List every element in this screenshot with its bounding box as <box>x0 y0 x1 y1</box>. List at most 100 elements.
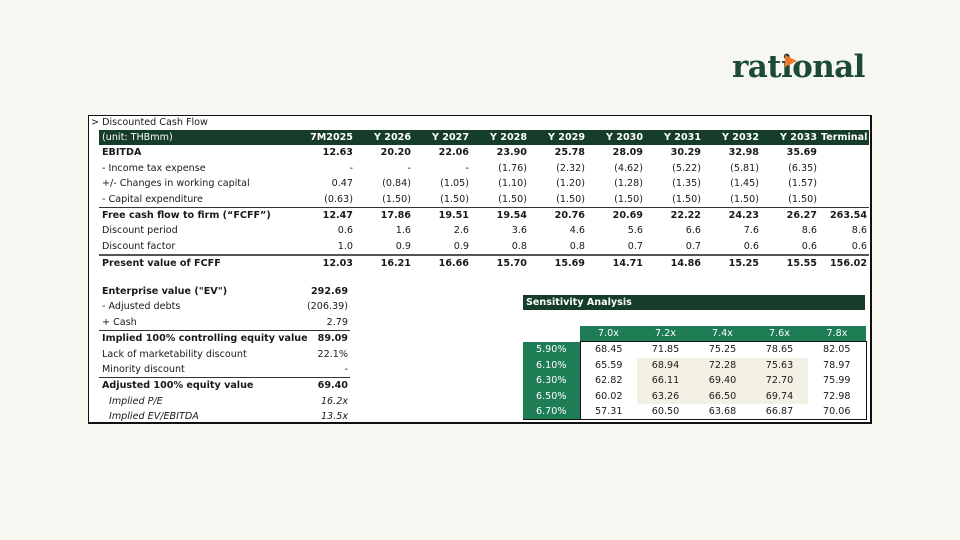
cell: 13.5x <box>320 411 348 423</box>
col-header: Terminal <box>819 130 869 146</box>
cell: - <box>349 162 353 174</box>
cell: 35.69 <box>786 147 817 159</box>
cell: 16.21 <box>355 254 413 272</box>
col-header: 7.4x <box>694 326 751 343</box>
table-row-implied-pe: Implied P/E 16.2x <box>99 394 350 409</box>
row-label: Enterprise value ("EV") <box>102 286 228 297</box>
cell: 75.99 <box>808 373 867 389</box>
cell: 68.45 <box>595 344 623 356</box>
cell <box>819 145 869 160</box>
dcf-header-row: (unit: THBmm) 7M2025 Y 2026 Y 2027 Y 202… <box>99 130 869 146</box>
cell: (1.10) <box>498 178 527 190</box>
col-header: 7.8x <box>808 326 866 343</box>
cell: 82.05 <box>808 341 867 358</box>
cell: 0.8 <box>511 240 527 252</box>
cell: 69.40 <box>694 373 751 389</box>
cell: 19.54 <box>471 207 529 224</box>
cell: 20.20 <box>380 147 411 159</box>
col-header: 7.6x <box>751 326 808 343</box>
row-label: Implied EV/EBITDA <box>109 411 199 423</box>
cell: 12.03 <box>289 254 355 272</box>
cell: (1.50) <box>672 193 701 205</box>
col-header: Y 2029 <box>529 130 587 146</box>
table-row-marketability-discount: Lack of marketability discount 22.1% <box>99 347 350 362</box>
cell: (0.84) <box>382 178 411 190</box>
cell: 2.79 <box>326 316 348 328</box>
cell: 75.63 <box>751 357 808 374</box>
cell: (2.32) <box>556 162 585 174</box>
table-row-adjusted-equity: Adjusted 100% equity value 69.40 <box>99 377 350 394</box>
cell: 0.6 <box>337 225 353 237</box>
cell: 32.98 <box>728 147 759 159</box>
row-label: Implied 100% controlling equity value <box>99 330 308 347</box>
cell: 72.70 <box>751 373 808 389</box>
cell: 6.6 <box>685 225 701 237</box>
cell: 7.6 <box>743 225 759 237</box>
cell: 8.6 <box>801 225 817 237</box>
cell: (6.35) <box>788 162 817 174</box>
sensitivity-header-row: 7.0x 7.2x 7.4x 7.6x 7.8x <box>523 326 866 343</box>
cell: 1.0 <box>337 240 353 252</box>
cell: 8.6 <box>851 225 867 237</box>
cell: (0.63) <box>324 193 353 205</box>
col-header: Y 2033 <box>761 130 819 146</box>
cell: 5.6 <box>627 225 643 237</box>
cell: 70.06 <box>808 404 867 421</box>
cell: 4.6 <box>569 225 585 237</box>
cell: 66.87 <box>751 404 808 421</box>
cell: 20.69 <box>587 207 645 224</box>
cell: 75.25 <box>708 344 737 356</box>
cell: 0.8 <box>569 240 585 252</box>
sensitivity-table: 7.0x 7.2x 7.4x 7.6x 7.8x 5.90% 68.45 71.… <box>523 326 867 421</box>
cell: 0.7 <box>627 240 643 252</box>
cell: 78.65 <box>765 344 794 356</box>
cell: (1.50) <box>614 193 643 205</box>
cell: 263.54 <box>819 207 869 224</box>
cell: - <box>407 162 411 174</box>
cell: 14.86 <box>645 254 703 272</box>
cell: (1.35) <box>672 178 701 190</box>
cell: 60.50 <box>637 404 694 421</box>
cell: 63.26 <box>637 388 694 405</box>
cell: (1.76) <box>498 162 527 174</box>
cell: 22.22 <box>645 207 703 224</box>
section-title: > Discounted Cash Flow <box>91 117 208 128</box>
dcf-panel: > Discounted Cash Flow (unit: THBmm) 7M2… <box>88 115 872 424</box>
table-row-income-tax: - Income tax expense - - - (1.76) (2.32)… <box>99 161 869 176</box>
row-label: Free cash flow to firm (“FCFF”) <box>99 207 289 224</box>
table-row-minority-discount: Minority discount - <box>99 362 350 378</box>
cell: 12.63 <box>322 147 353 159</box>
row-label: +/- Changes in working capital <box>102 178 250 190</box>
row-label: Discount factor <box>102 240 176 252</box>
table-row-implied-equity: Implied 100% controlling equity value 89… <box>99 330 350 347</box>
logo-text: rational <box>732 49 865 85</box>
cell: (1.50) <box>730 193 759 205</box>
cell: 26.27 <box>761 207 819 224</box>
cell: 22.1% <box>317 348 348 360</box>
col-header: 7.2x <box>637 326 694 343</box>
cell: 0.6 <box>801 240 817 252</box>
col-header: Y 2027 <box>413 130 471 146</box>
cell: 22.06 <box>438 147 469 159</box>
cell: (1.05) <box>440 178 469 190</box>
cell: 20.76 <box>529 207 587 224</box>
sensitivity-row: 5.90% 68.45 71.85 75.25 78.65 82.05 <box>523 341 867 358</box>
cell: 16.2x <box>320 395 348 407</box>
cell: 292.69 <box>310 286 348 297</box>
cell: 68.94 <box>637 357 694 374</box>
cell: (1.50) <box>556 193 585 205</box>
row-label: Minority discount <box>102 364 185 376</box>
table-row-pv-fcff: Present value of FCFF 12.03 16.21 16.66 … <box>99 254 869 272</box>
col-header: Y 2031 <box>645 130 703 146</box>
cell: 23.90 <box>496 147 527 159</box>
row-label: Implied P/E <box>109 395 163 407</box>
cell: 25.78 <box>554 147 585 159</box>
cell: 17.86 <box>355 207 413 224</box>
cell: 89.09 <box>289 330 350 347</box>
row-header: 6.70% <box>523 404 581 421</box>
cell: - <box>344 364 348 376</box>
table-row-cash: + Cash 2.79 <box>99 315 350 331</box>
corner-cell <box>523 326 580 342</box>
cell: 62.82 <box>595 375 623 387</box>
row-label: - Capital expenditure <box>102 193 203 205</box>
